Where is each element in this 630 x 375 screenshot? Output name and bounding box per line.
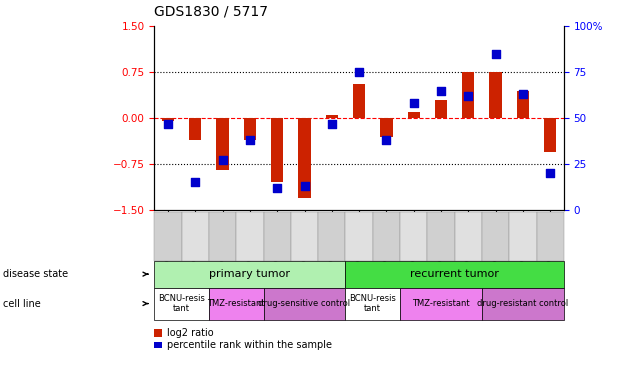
- Text: BCNU-resis
tant: BCNU-resis tant: [158, 294, 205, 313]
- Point: [436, 88, 446, 94]
- Text: GDS1830 / 5717: GDS1830 / 5717: [154, 5, 268, 19]
- Text: disease state: disease state: [3, 269, 68, 279]
- Bar: [517, 91, 529, 118]
- Point: [217, 158, 227, 164]
- Point: [491, 51, 501, 57]
- Bar: [271, 118, 284, 183]
- Text: recurrent tumor: recurrent tumor: [410, 269, 499, 279]
- Text: cell line: cell line: [3, 298, 41, 309]
- Point: [354, 69, 364, 75]
- Point: [272, 185, 282, 191]
- Bar: [408, 112, 420, 118]
- Point: [381, 137, 391, 143]
- Point: [409, 100, 419, 106]
- Bar: [490, 72, 501, 118]
- Bar: [189, 118, 202, 140]
- Text: drug-sensitive control: drug-sensitive control: [258, 299, 350, 308]
- Point: [299, 183, 309, 189]
- Bar: [299, 118, 311, 198]
- Text: TMZ-resistant: TMZ-resistant: [207, 299, 265, 308]
- Bar: [462, 72, 474, 118]
- Bar: [544, 118, 556, 152]
- Bar: [435, 100, 447, 118]
- Bar: [381, 118, 392, 136]
- Point: [518, 91, 528, 97]
- Point: [545, 170, 555, 176]
- Text: percentile rank within the sample: percentile rank within the sample: [167, 340, 332, 350]
- Bar: [353, 84, 365, 118]
- Bar: [217, 118, 229, 170]
- Bar: [244, 118, 256, 140]
- Bar: [326, 115, 338, 118]
- Point: [190, 180, 200, 186]
- Point: [463, 93, 473, 99]
- Text: drug-resistant control: drug-resistant control: [478, 299, 568, 308]
- Bar: [162, 118, 174, 121]
- Text: primary tumor: primary tumor: [209, 269, 290, 279]
- Text: TMZ-resistant: TMZ-resistant: [412, 299, 470, 308]
- Point: [245, 137, 255, 143]
- Point: [163, 121, 173, 127]
- Text: BCNU-resis
tant: BCNU-resis tant: [349, 294, 396, 313]
- Text: log2 ratio: log2 ratio: [167, 328, 214, 338]
- Point: [327, 121, 337, 127]
